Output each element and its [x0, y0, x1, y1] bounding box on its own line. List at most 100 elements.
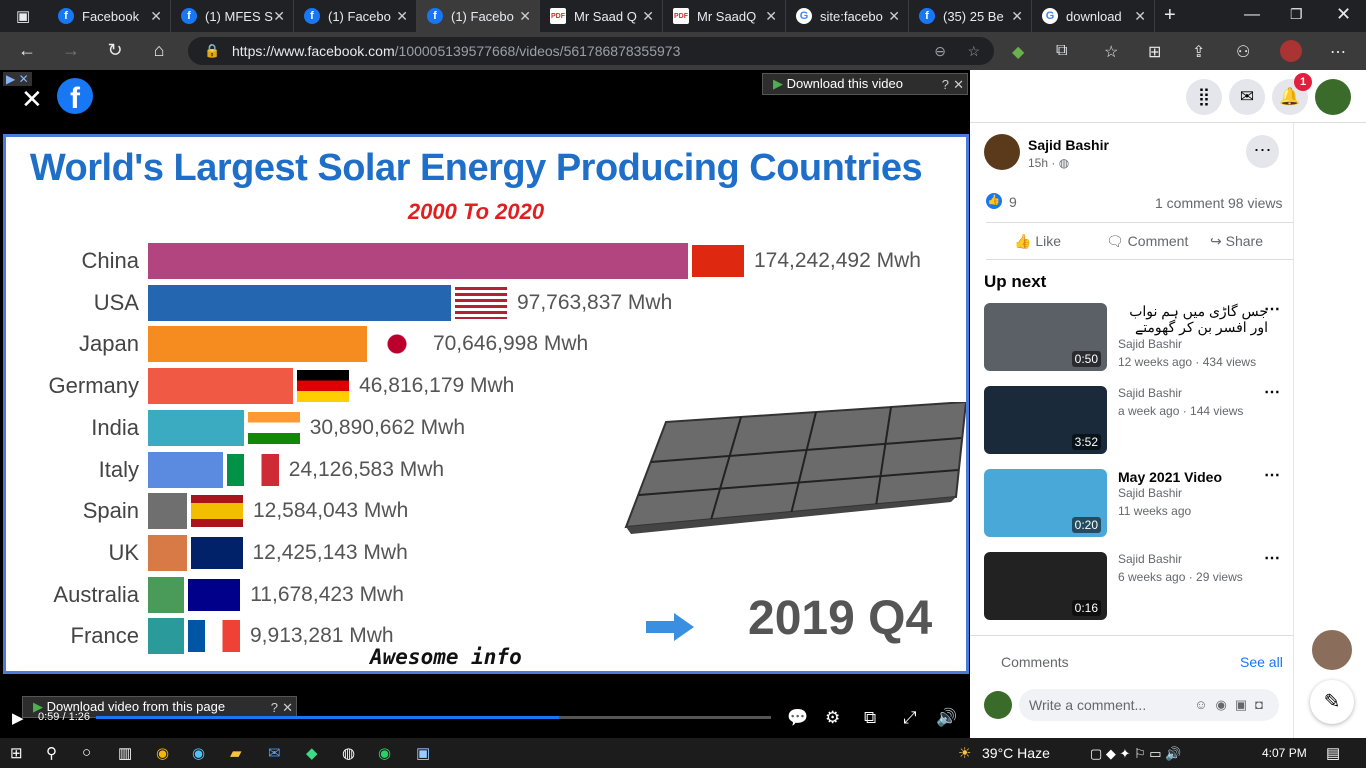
video-options-icon[interactable]: ⋯ — [1264, 467, 1280, 484]
mail-icon[interactable]: ✉ — [268, 745, 281, 762]
close-tab-icon[interactable]: ✕ — [273, 7, 285, 24]
collections-icon[interactable]: ⊞ — [1148, 44, 1162, 61]
like-reaction-icon[interactable]: 👍 — [986, 193, 1002, 209]
up-next-item[interactable]: 0:20 May 2021 Video Sajid Bashir 11 weeks a… — [984, 467, 1284, 539]
video-options-icon[interactable]: ⋯ — [1264, 301, 1280, 318]
new-message-button[interactable]: ✎ — [1310, 680, 1354, 724]
author-name[interactable]: Sajid Bashir — [1028, 137, 1109, 153]
up-next-item[interactable]: 3:52 Sajid Bashir a week ago · 144 views ⋯ — [984, 384, 1284, 456]
close-tab-icon[interactable]: ✕ — [642, 7, 654, 24]
reload-button[interactable]: ↻ — [107, 40, 123, 60]
more-menu-icon[interactable]: ⋯ — [1330, 44, 1346, 61]
browser-tab[interactable]: f (35) 25 Be ✕ — [909, 0, 1032, 32]
home-button[interactable]: ⌂ — [153, 40, 165, 60]
video-options-icon[interactable]: ⋯ — [1264, 550, 1280, 567]
chrome-icon[interactable]: ◉ — [156, 745, 170, 762]
video-options-icon[interactable]: ⋯ — [1264, 384, 1280, 401]
video-thumbnail[interactable]: 0:20 — [984, 469, 1107, 537]
minimize-button[interactable]: — — [1244, 6, 1260, 23]
close-video-button[interactable]: ✕ — [21, 84, 43, 114]
video-title[interactable]: جس گاڑی میں ہم نواب اور افسر بن کر گھومت… — [1129, 303, 1268, 335]
menu-grid-icon[interactable]: ⣿ — [1186, 79, 1222, 115]
close-tab-icon[interactable]: ✕ — [150, 7, 162, 24]
share-button[interactable]: ↪ Share — [1210, 233, 1263, 250]
browser-tab[interactable]: f (1) MFES S ✕ — [171, 0, 294, 32]
edge-icon[interactable]: ◉ — [192, 745, 206, 762]
help-icon[interactable]: ? — [270, 700, 278, 715]
favorite-star-icon[interactable]: ☆ — [967, 43, 980, 59]
extension-icon[interactable]: ◆ — [1012, 44, 1025, 61]
up-next-item[interactable]: 0:50 جس گاڑی میں ہم نواب اور افسر بن کر گ… — [984, 301, 1284, 373]
close-tab-icon[interactable]: ✕ — [765, 7, 777, 24]
author-avatar[interactable] — [984, 134, 1020, 170]
download-helper-icons[interactable]: ▶ ✕ — [3, 72, 32, 86]
play-button[interactable]: ▶ — [12, 710, 24, 727]
video-progress-bar[interactable] — [96, 716, 771, 719]
help-icon[interactable]: ? — [941, 77, 949, 92]
browser-tab[interactable]: PDF Mr SaadQ ✕ — [663, 0, 786, 32]
browser-tab[interactable]: PDF Mr Saad Q ✕ — [540, 0, 663, 32]
network-app-icon[interactable]: ▣ — [416, 745, 431, 762]
video-channel[interactable]: Sajid Bashir — [1118, 486, 1183, 500]
captions-icon[interactable]: 💬 — [787, 708, 809, 727]
video-thumbnail[interactable]: 0:16 — [984, 552, 1107, 620]
messenger-icon[interactable]: ✉ — [1229, 79, 1265, 115]
extensions-puzzle-icon[interactable]: ⧉ — [1056, 42, 1068, 59]
browser-tab[interactable]: f (1) Facebo ✕ — [417, 0, 540, 32]
forward-button[interactable]: → — [62, 40, 80, 60]
video-channel[interactable]: Sajid Bashir — [1118, 386, 1183, 400]
comment-tools-icons[interactable]: ☺◉▣◘ — [1194, 697, 1271, 712]
volume-icon[interactable]: 🔊 — [936, 708, 958, 727]
action-center-icon[interactable]: ▤ — [1326, 745, 1341, 762]
close-tab-icon[interactable]: ✕ — [396, 7, 408, 24]
performance-icon[interactable]: ⚇ — [1236, 44, 1251, 61]
whatsapp-icon[interactable]: ◉ — [378, 745, 392, 762]
video-channel[interactable]: Sajid Bashir — [1118, 552, 1183, 566]
cortana-icon[interactable]: ○ — [82, 744, 92, 761]
address-input[interactable]: 🔒 https://www.facebook.com/1000051395776… — [188, 37, 994, 65]
close-banner-icon[interactable]: ✕ — [282, 700, 293, 715]
settings-gear-icon[interactable]: ⚙ — [825, 708, 841, 727]
browser-tab[interactable]: f Facebook ✕ — [48, 0, 171, 32]
video-channel[interactable]: Sajid Bashir — [1118, 337, 1183, 351]
download-page-banner[interactable]: ▶ Download video from this page ? ✕ — [22, 696, 297, 718]
task-view-icon[interactable]: ▥ — [118, 745, 133, 762]
search-icon[interactable]: ⚲ — [46, 745, 57, 762]
android-studio-icon[interactable]: ◆ — [306, 745, 318, 762]
up-next-item[interactable]: 0:16 Sajid Bashir 6 weeks ago · 29 views ⋯ — [984, 550, 1284, 622]
browser-tab[interactable]: f (1) Facebo ✕ — [294, 0, 417, 32]
comment-button[interactable]: 🗨 Comment — [1106, 233, 1188, 250]
close-banner-icon[interactable]: ✕ — [953, 77, 964, 92]
file-explorer-icon[interactable]: ▰ — [230, 745, 242, 762]
close-tab-icon[interactable]: ✕ — [519, 7, 531, 24]
notifications-bell-icon[interactable]: 🔔 — [1272, 79, 1308, 115]
share-icon[interactable]: ⇪ — [1192, 44, 1206, 61]
download-video-banner[interactable]: ▶ Download this video ? ✕ — [762, 73, 968, 95]
post-options-button[interactable]: ⋯ — [1246, 135, 1279, 168]
comment-input[interactable]: Write a comment... ☺◉▣◘ — [1019, 689, 1279, 721]
zoom-icon[interactable]: ⊖ — [934, 43, 946, 59]
video-thumbnail[interactable]: 3:52 — [984, 386, 1107, 454]
fullscreen-icon[interactable]: ⤢ — [903, 708, 917, 727]
close-tab-icon[interactable]: ✕ — [888, 7, 900, 24]
clock[interactable]: 4:07 PM — [1262, 746, 1307, 760]
tab-actions-icon[interactable]: ▣ — [16, 8, 31, 25]
weather-text[interactable]: 39°C Haze — [982, 745, 1050, 761]
picture-in-picture-icon[interactable]: ⧉ — [864, 708, 877, 727]
maximize-button[interactable]: ❐ — [1290, 6, 1303, 22]
account-avatar[interactable] — [1315, 79, 1351, 115]
facebook-logo-icon[interactable]: f — [57, 78, 93, 114]
see-all-link[interactable]: See all — [1240, 654, 1283, 670]
app-icon[interactable]: ◍ — [342, 745, 356, 762]
close-tab-icon[interactable]: ✕ — [1134, 7, 1146, 24]
comment-count[interactable]: 1 comment — [1155, 195, 1225, 211]
like-count[interactable]: 9 — [1009, 194, 1017, 210]
new-tab-button[interactable]: + — [1164, 4, 1176, 26]
chat-contact-avatar[interactable] — [1310, 628, 1354, 672]
back-button[interactable]: ← — [18, 40, 36, 60]
close-tab-icon[interactable]: ✕ — [1011, 7, 1023, 24]
windows-start-icon[interactable]: ⊞ — [10, 745, 23, 762]
system-tray-icons[interactable]: ▢ ◆ ✦ ⚐ ▭ 🔊 — [1090, 746, 1182, 761]
video-thumbnail[interactable]: 0:50 — [984, 303, 1107, 371]
